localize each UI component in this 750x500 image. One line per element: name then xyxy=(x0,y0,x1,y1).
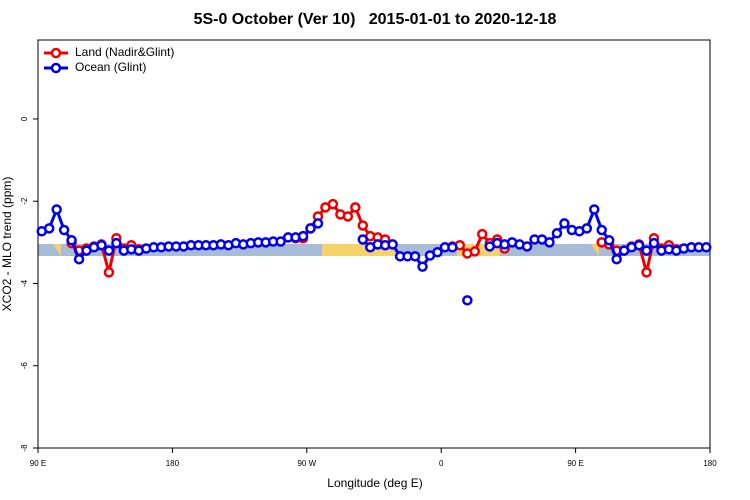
series-point xyxy=(641,245,652,256)
series-point xyxy=(611,253,622,265)
series-point xyxy=(73,253,85,265)
series-point xyxy=(51,204,62,215)
series-point xyxy=(58,224,70,236)
series-point xyxy=(357,234,369,245)
series-point xyxy=(551,228,563,239)
series-point xyxy=(417,261,428,272)
y-tick-label: -2 xyxy=(20,197,29,205)
series-point xyxy=(603,235,615,246)
y-tick-label: -4 xyxy=(20,279,29,287)
series-point xyxy=(409,251,421,262)
series-point xyxy=(66,235,77,246)
series-point xyxy=(357,220,369,231)
series-point xyxy=(275,236,286,247)
series-point xyxy=(633,239,645,251)
series-point xyxy=(327,198,339,210)
y-tick-label: -8 xyxy=(20,444,29,452)
y-tick-label: 0 xyxy=(20,116,29,121)
series-point xyxy=(111,237,122,249)
series-point xyxy=(432,246,443,258)
series-point xyxy=(387,239,398,250)
series-point xyxy=(589,204,600,215)
series-point xyxy=(96,239,107,251)
y-tick-label: -6 xyxy=(20,362,29,370)
series-point xyxy=(559,218,570,229)
series-point xyxy=(447,242,458,253)
x-tick-label: 180 xyxy=(166,459,180,468)
series-point xyxy=(521,241,533,252)
legend-label: Ocean (Glint) xyxy=(75,60,146,74)
series-point xyxy=(596,224,607,236)
series-point xyxy=(581,223,593,234)
series-point xyxy=(648,237,660,249)
band-land xyxy=(591,244,599,256)
series-point xyxy=(544,237,555,248)
series-point xyxy=(350,202,361,213)
legend-marker xyxy=(50,62,62,74)
series-point xyxy=(103,267,115,278)
series-point xyxy=(103,245,115,256)
series-point xyxy=(641,267,652,278)
series-point xyxy=(312,218,324,229)
chart-title: 5S-0 October (Ver 10) 2015-01-01 to 2020… xyxy=(194,11,557,28)
x-tick-label: 90 W xyxy=(297,459,316,468)
series-point xyxy=(701,242,712,253)
series-point xyxy=(469,246,481,257)
y-axis-label: XCO2 - MLO trend (ppm) xyxy=(0,177,14,312)
x-tick-label: 180 xyxy=(703,459,717,468)
x-tick-label: 90 E xyxy=(30,459,46,468)
series-point xyxy=(297,230,309,242)
x-tick-label: 0 xyxy=(439,459,444,468)
series-point xyxy=(462,295,473,306)
legend-label: Land (Nadir&Glint) xyxy=(75,45,174,59)
series-point xyxy=(477,228,488,240)
x-axis-label: Longitude (deg E) xyxy=(327,476,422,490)
series-point xyxy=(342,211,354,222)
series-point xyxy=(43,223,55,234)
band-land xyxy=(53,244,61,256)
series-point xyxy=(305,223,316,234)
legend-marker xyxy=(50,47,62,59)
x-tick-label: 90 E xyxy=(567,459,583,468)
